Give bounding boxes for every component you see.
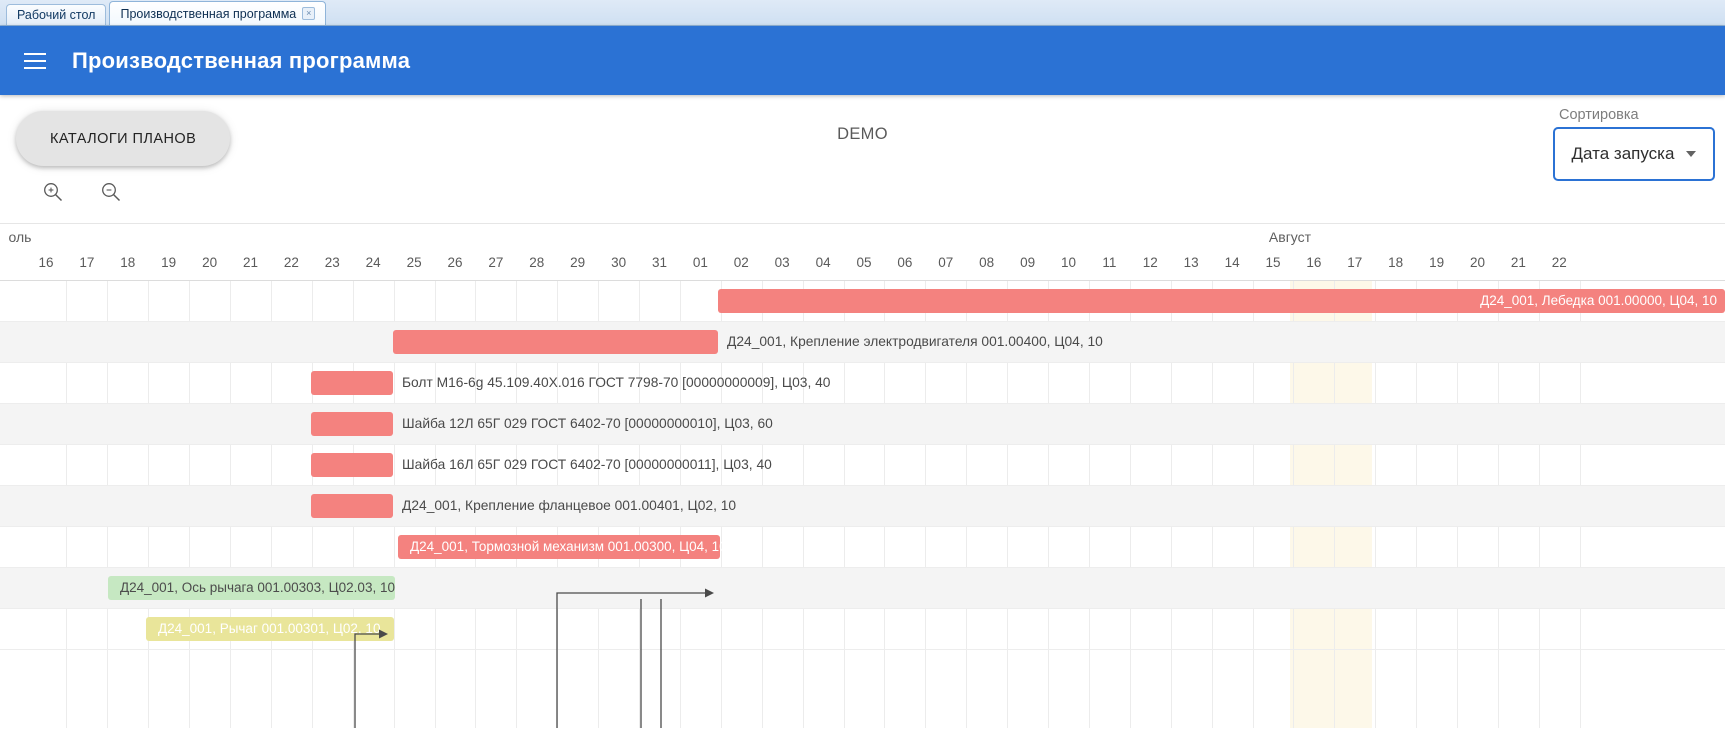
- timeline-day-label: 08: [979, 255, 995, 270]
- timeline-day-label: 20: [202, 255, 218, 270]
- gantt-row[interactable]: Д24_001, Лебедка 001.00000, Ц04, 10: [0, 281, 1725, 322]
- sort-control: Сортировка Дата запуска: [1553, 107, 1715, 181]
- gantt-bar[interactable]: [311, 453, 393, 477]
- timeline-day-label: 19: [1429, 255, 1445, 270]
- browser-tab-label: Производственная программа: [120, 6, 297, 21]
- zoom-out-icon[interactable]: [96, 177, 126, 207]
- toolbar: КАТАЛОГИ ПЛАНОВ DEMO Сортировка Дата зап…: [0, 95, 1725, 223]
- timeline-day-label: 06: [897, 255, 913, 270]
- timeline-day-label: 22: [283, 255, 299, 270]
- timeline-day-label: 03: [774, 255, 790, 270]
- browser-tab-strip: Рабочий стол Производственная программа …: [0, 0, 1725, 26]
- gantt-bar[interactable]: [311, 371, 393, 395]
- timeline-day-label: 31: [651, 255, 668, 270]
- timeline-day-label: 16: [38, 255, 54, 270]
- close-icon[interactable]: ×: [302, 7, 316, 20]
- gantt-bar-label: Шайба 12Л 65Г 029 ГОСТ 6402-70 [00000000…: [402, 416, 773, 431]
- timeline-day-label: 13: [1183, 255, 1199, 270]
- gantt-grid: Д24_001, Лебедка 001.00000, Ц04, 10 Д24_0…: [0, 280, 1725, 728]
- gantt-row[interactable]: Шайба 12Л 65Г 029 ГОСТ 6402-70 [00000000…: [0, 404, 1725, 445]
- timeline-day-label: 07: [938, 255, 954, 270]
- browser-tab-desktop[interactable]: Рабочий стол: [6, 4, 107, 25]
- timeline-day-label: 17: [1347, 255, 1363, 270]
- timeline-day-label: 27: [488, 255, 504, 270]
- gantt-row[interactable]: Д24_001, Тормозной механизм 001.00300, Ц…: [0, 527, 1725, 568]
- gantt-bar-label: Болт М16-6g 45.109.40Х.016 ГОСТ 7798-70 …: [402, 375, 831, 390]
- browser-tab-production-program[interactable]: Производственная программа ×: [109, 1, 327, 25]
- timeline-day-label: 30: [611, 255, 627, 270]
- gantt-bar-label: Шайба 16Л 65Г 029 ГОСТ 6402-70 [00000000…: [402, 457, 772, 472]
- timeline-month-label: Август: [1268, 229, 1312, 245]
- timeline-day-label: 02: [733, 255, 749, 270]
- timeline-month-label: оль: [8, 229, 32, 245]
- timeline-day-label: 21: [1510, 255, 1526, 270]
- timeline-day-label: 26: [447, 255, 463, 270]
- gantt-bar[interactable]: [311, 494, 393, 518]
- timeline-day-label: 28: [529, 255, 545, 270]
- timeline-day-label: 22: [1551, 255, 1567, 270]
- gantt-bar[interactable]: [718, 289, 1725, 313]
- timeline-days: 16 17 18 19 20 21 22 23 24 25 26 27 28 29 30 31 01 02 03 04…: [0, 252, 1725, 280]
- gantt-bar[interactable]: [311, 412, 393, 436]
- timeline-day-label: 05: [856, 255, 872, 270]
- timeline-day-label: 24: [365, 255, 381, 270]
- timeline-day-label: 04: [815, 255, 831, 270]
- timeline-day-label: 20: [1469, 255, 1486, 270]
- gantt-bar[interactable]: [146, 617, 394, 641]
- timeline-day-label: 21: [242, 255, 259, 270]
- timeline-day-label: 15: [1265, 255, 1281, 270]
- timeline-day-label: 09: [1020, 255, 1036, 270]
- timeline-day-label: 14: [1224, 255, 1240, 270]
- timeline-day-label: 25: [406, 255, 422, 270]
- timeline-day-label: 10: [1060, 255, 1077, 270]
- browser-tab-label: Рабочий стол: [17, 8, 96, 22]
- gantt-bar-label: Д24_001, Тормозной механизм 001.00300, Ц…: [410, 539, 727, 554]
- timeline-day-label: 18: [1388, 255, 1404, 270]
- sort-select-value: Дата запуска: [1571, 144, 1675, 163]
- timeline-day-label: 16: [1306, 255, 1322, 270]
- gantt-row[interactable]: Д24_001, Рычаг 001.00301, Ц02, 10: [0, 609, 1725, 650]
- sort-select[interactable]: Дата запуска: [1553, 127, 1715, 181]
- timeline-day-label: 19: [161, 255, 177, 270]
- zoom-in-icon[interactable]: [38, 177, 68, 207]
- gantt-bar[interactable]: [108, 576, 395, 600]
- timeline-months: оль Август: [0, 224, 1725, 252]
- timeline-day-label: 17: [79, 255, 95, 270]
- gantt-bar[interactable]: [393, 330, 718, 354]
- gantt-row[interactable]: Д24_001, Ось рычага 001.00303, Ц02.03, 1…: [0, 568, 1725, 609]
- page-title: Производственная программа: [72, 47, 411, 73]
- timeline-day-label: 18: [120, 255, 136, 270]
- gantt-row[interactable]: Д24_001, Крепление электродвигателя 001.…: [0, 322, 1725, 363]
- gantt-chart: оль Август 16 17 18 19 20 21 22 23 24 25 26 27 28 29 30…: [0, 223, 1725, 728]
- gantt-row[interactable]: Болт М16-6g 45.109.40Х.016 ГОСТ 7798-70 …: [0, 363, 1725, 404]
- sort-label: Сортировка: [1559, 107, 1639, 123]
- gantt-row[interactable]: Д24_001, Крепление фланцевое 001.00401, …: [0, 486, 1725, 527]
- timeline-day-label: 01: [692, 255, 708, 270]
- timeline-day-label: 11: [1102, 255, 1117, 270]
- gantt-bar-label: Д24_001, Ось рычага 001.00303, Ц02.03, 1…: [120, 580, 395, 595]
- demo-label: DEMO: [837, 125, 888, 143]
- gantt-bar-label: Д24_001, Крепление электродвигателя 001.…: [727, 334, 1103, 349]
- timeline-day-label: 12: [1142, 255, 1158, 270]
- zoom-controls: [38, 177, 126, 207]
- hamburger-menu-icon[interactable]: [18, 44, 52, 78]
- timeline-day-label: 29: [570, 255, 586, 270]
- gantt-bar[interactable]: [398, 535, 720, 559]
- catalog-plans-button[interactable]: КАТАЛОГИ ПЛАНОВ: [16, 111, 231, 166]
- timeline-day-label: 23: [324, 255, 340, 270]
- gantt-row[interactable]: Шайба 16Л 65Г 029 ГОСТ 6402-70 [00000000…: [0, 445, 1725, 486]
- gantt-bar-label: Д24_001, Рычаг 001.00301, Ц02, 10: [158, 621, 381, 636]
- app-bar: Производственная программа: [0, 26, 1725, 95]
- gantt-bar-label: Д24_001, Крепление фланцевое 001.00401, …: [402, 498, 737, 513]
- gantt-bar-label: Д24_001, Лебедка 001.00000, Ц04, 10: [1480, 293, 1717, 308]
- chevron-down-icon: [1686, 151, 1697, 157]
